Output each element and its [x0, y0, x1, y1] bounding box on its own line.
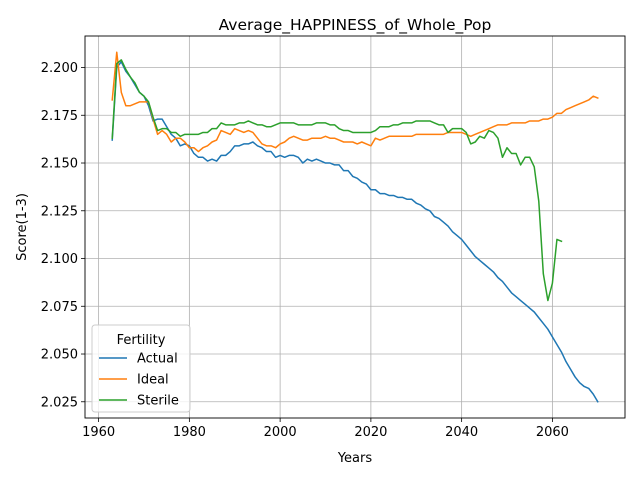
series-lines: [111, 51, 599, 403]
y-axis-ticks: 2.025 2.050 2.075 2.100 2.125 2.150 2.175 2.200: [41, 61, 85, 410]
y-tick-label: 2.025: [41, 395, 78, 410]
y-tick-label: 2.125: [41, 204, 78, 219]
legend-box: [91, 324, 191, 413]
y-tick-label: 2.200: [41, 61, 78, 76]
legend-title: Fertility: [117, 333, 166, 348]
x-tick-label: 2020: [354, 425, 387, 440]
x-tick-label: 2040: [445, 425, 478, 440]
x-axis-label: Years: [337, 451, 373, 466]
series-line-actual: [111, 61, 599, 403]
plot-frame: [84, 35, 626, 419]
legend-label-sterile: Sterile: [137, 394, 179, 409]
x-tick-label: 1980: [173, 425, 206, 440]
x-tick-label: 1960: [82, 425, 115, 440]
y-tick-label: 2.050: [41, 348, 78, 363]
legend-entries: Actual Ideal Sterile: [99, 352, 179, 409]
y-tick-label: 2.075: [41, 300, 78, 315]
series-line-ideal: [111, 51, 599, 153]
legend-label-actual: Actual: [137, 352, 178, 367]
x-axis-ticks: 1960 1980 2000 2020 2040 2060: [82, 418, 569, 440]
legend-label-ideal: Ideal: [137, 373, 169, 388]
chart-title: Average_HAPPINESS_of_Whole_Pop: [219, 16, 492, 35]
x-tick-label: 2060: [536, 425, 569, 440]
x-tick-label: 2000: [264, 425, 297, 440]
series-line-sterile: [111, 59, 563, 302]
y-tick-label: 2.150: [41, 157, 78, 172]
legend: Fertility Actual Ideal Sterile: [91, 324, 191, 413]
y-axis-label: Score(1-3): [15, 193, 30, 261]
y-tick-label: 2.175: [41, 109, 78, 124]
y-tick-label: 2.100: [41, 252, 78, 267]
